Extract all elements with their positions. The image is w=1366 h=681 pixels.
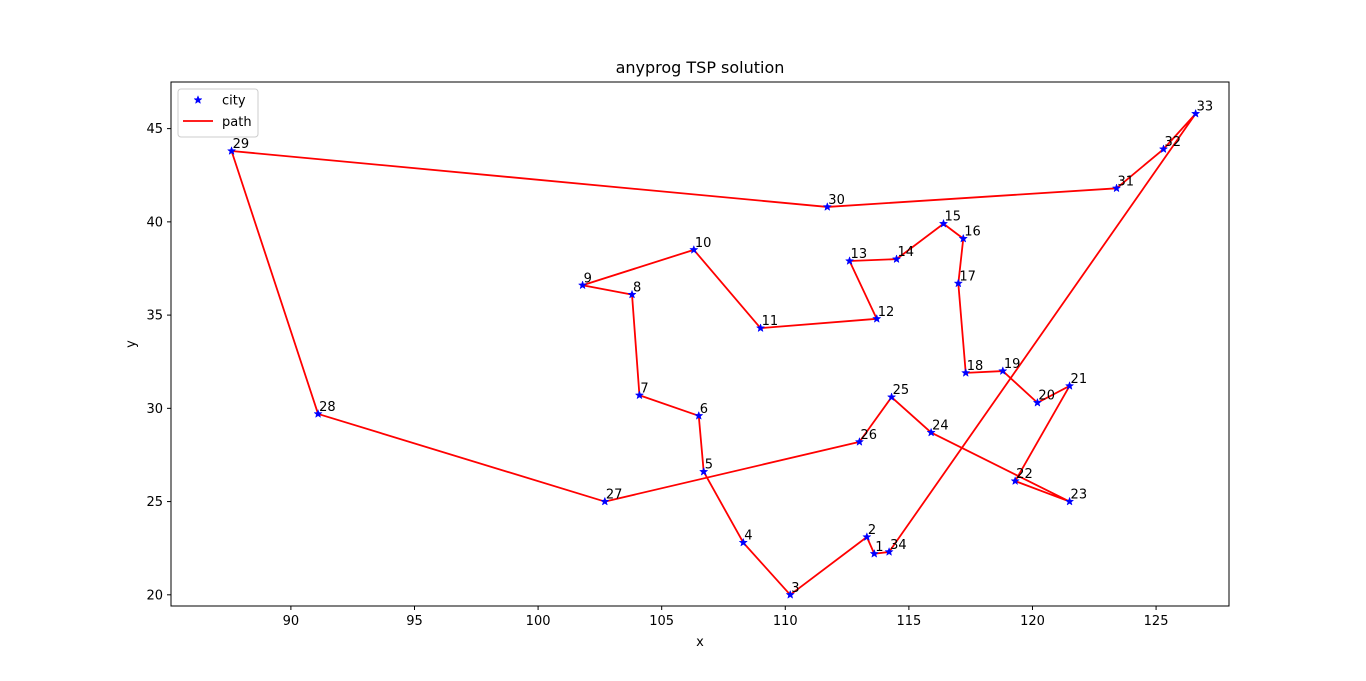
- y-tick-label-40: 40: [146, 215, 163, 230]
- legend: city path: [177, 88, 259, 138]
- x-tick-label-125: 125: [1144, 614, 1169, 629]
- city-marker-4: [738, 537, 748, 547]
- city-label-5: 5: [705, 458, 713, 473]
- city-label-19: 19: [1004, 357, 1021, 372]
- y-tick-label-45: 45: [146, 122, 163, 137]
- city-label-33: 33: [1197, 100, 1214, 115]
- city-marker-14: [891, 254, 902, 264]
- city-marker-9: [577, 280, 588, 290]
- y-tick-label-35: 35: [146, 309, 163, 324]
- legend-city-label: city: [222, 94, 246, 109]
- city-label-31: 31: [1118, 174, 1135, 189]
- city-marker-20: [1032, 397, 1043, 407]
- plot-background: [171, 82, 1229, 606]
- city-label-6: 6: [700, 402, 708, 417]
- city-label-24: 24: [932, 419, 949, 434]
- x-tick-label-120: 120: [1020, 614, 1045, 629]
- city-label-10: 10: [695, 236, 712, 251]
- city-marker-24: [926, 427, 936, 437]
- city-label-27: 27: [606, 488, 623, 503]
- city-marker-27: [600, 496, 610, 506]
- city-label-18: 18: [967, 359, 984, 374]
- city-marker-23: [1064, 496, 1075, 506]
- city-marker-33: [1190, 108, 1201, 118]
- city-label-9: 9: [584, 271, 592, 286]
- city-label-30: 30: [828, 193, 845, 208]
- city-marker-5: [699, 466, 709, 476]
- city-marker-26: [854, 436, 865, 446]
- city-label-20: 20: [1038, 389, 1055, 404]
- city-label-13: 13: [851, 247, 868, 262]
- city-marker-31: [1111, 183, 1122, 193]
- city-label-25: 25: [893, 383, 910, 398]
- y-tick-label-20: 20: [146, 588, 163, 603]
- city-marker-1: [869, 548, 879, 558]
- city-marker-10: [689, 244, 699, 254]
- city-marker-2: [862, 532, 872, 541]
- city-label-29: 29: [233, 137, 250, 152]
- city-label-21: 21: [1071, 372, 1088, 387]
- x-tick-label-95: 95: [406, 614, 423, 629]
- x-tick-label-100: 100: [526, 614, 551, 629]
- city-marker-29: [226, 146, 237, 155]
- chart-title: anyprog TSP solution: [616, 58, 785, 77]
- legend-city-marker: [193, 95, 203, 104]
- city-label-26: 26: [860, 428, 877, 443]
- city-marker-13: [844, 256, 855, 266]
- city-marker-11: [755, 323, 766, 333]
- city-label-7: 7: [640, 381, 648, 396]
- city-label-28: 28: [319, 400, 336, 415]
- x-tick-label-90: 90: [283, 614, 300, 629]
- city-marker-34: [884, 547, 894, 556]
- city-label-14: 14: [898, 245, 915, 260]
- legend-path-label: path: [222, 115, 252, 130]
- city-label-23: 23: [1071, 488, 1088, 503]
- city-label-17: 17: [959, 269, 976, 284]
- city-label-3: 3: [791, 581, 799, 596]
- city-marker-16: [958, 233, 968, 243]
- city-label-12: 12: [878, 305, 895, 320]
- city-label-34: 34: [890, 538, 907, 553]
- city-marker-17: [953, 278, 963, 288]
- x-axis-label: x: [696, 635, 704, 650]
- x-tick-label-115: 115: [896, 614, 921, 629]
- city-marker-25: [886, 392, 897, 402]
- city-label-22: 22: [1016, 467, 1033, 482]
- city-marker-30: [822, 202, 832, 211]
- city-marker-3: [785, 589, 795, 599]
- city-marker-28: [313, 409, 323, 418]
- city-marker-15: [938, 218, 949, 228]
- city-marker-22: [1010, 476, 1020, 486]
- city-label-16: 16: [964, 225, 981, 240]
- city-marker-21: [1064, 381, 1075, 390]
- city-marker-7: [634, 390, 645, 400]
- city-marker-19: [998, 366, 1008, 376]
- city-label-4: 4: [744, 529, 752, 544]
- axes-frame: [170, 81, 1230, 607]
- city-label-32: 32: [1164, 135, 1181, 150]
- y-axis-label: y: [124, 340, 139, 348]
- y-tick-label-30: 30: [146, 402, 163, 417]
- y-tick-label-25: 25: [146, 495, 163, 510]
- city-marker-32: [1158, 144, 1169, 154]
- city-label-1: 1: [875, 540, 883, 555]
- city-marker-8: [627, 289, 637, 299]
- x-tick-label-110: 110: [773, 614, 798, 629]
- city-label-8: 8: [633, 281, 641, 296]
- city-marker-12: [872, 313, 882, 323]
- city-label-11: 11: [762, 314, 779, 329]
- city-marker-6: [694, 410, 704, 420]
- city-label-15: 15: [944, 210, 961, 225]
- x-tick-label-105: 105: [649, 614, 674, 629]
- city-marker-18: [961, 367, 971, 377]
- city-label-2: 2: [868, 523, 876, 538]
